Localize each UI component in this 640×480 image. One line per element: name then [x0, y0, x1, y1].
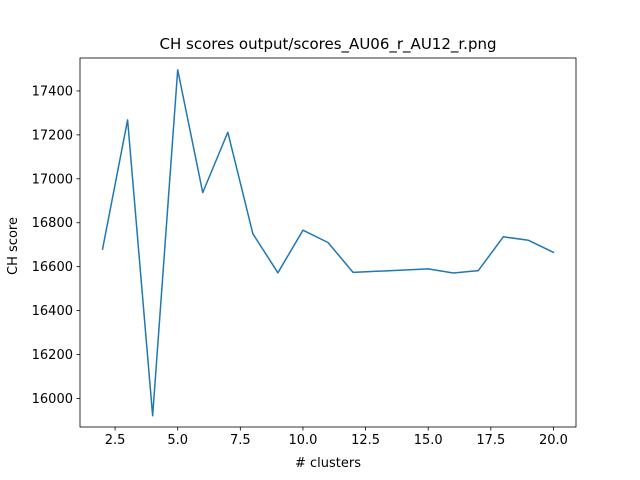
x-tick-label: 17.5 — [476, 433, 505, 448]
y-tick-label: 16400 — [32, 304, 73, 319]
x-tick-label: 2.5 — [105, 433, 126, 448]
plot-area: 2.5 5.0 7.5 10.0 12.5 15.0 17.5 20.0 16000 16200 1… — [32, 57, 577, 448]
y-tick-label: 16000 — [32, 392, 73, 407]
x-tick-label: 10.0 — [288, 433, 317, 448]
x-tick-label: 20.0 — [539, 433, 568, 448]
y-tick-label: 17000 — [32, 172, 73, 187]
chart-title: CH scores output/scores_AU06_r_AU12_r.pn… — [160, 35, 497, 54]
y-axis-label: CH score — [6, 217, 21, 275]
x-tick-label: 5.0 — [167, 433, 188, 448]
x-tick-label: 15.0 — [414, 433, 443, 448]
y-tick-label: 16800 — [32, 216, 73, 231]
x-axis-label: # clusters — [295, 456, 361, 471]
series-line — [101, 69, 555, 417]
plot-frame — [79, 57, 577, 428]
x-tick-label: 7.5 — [230, 433, 251, 448]
y-tick-label: 16600 — [32, 260, 73, 275]
y-tick-label: 17400 — [32, 84, 73, 99]
x-tick-label: 12.5 — [351, 433, 380, 448]
y-tick-label: 16200 — [32, 348, 73, 363]
y-tick-label: 17200 — [32, 128, 73, 143]
